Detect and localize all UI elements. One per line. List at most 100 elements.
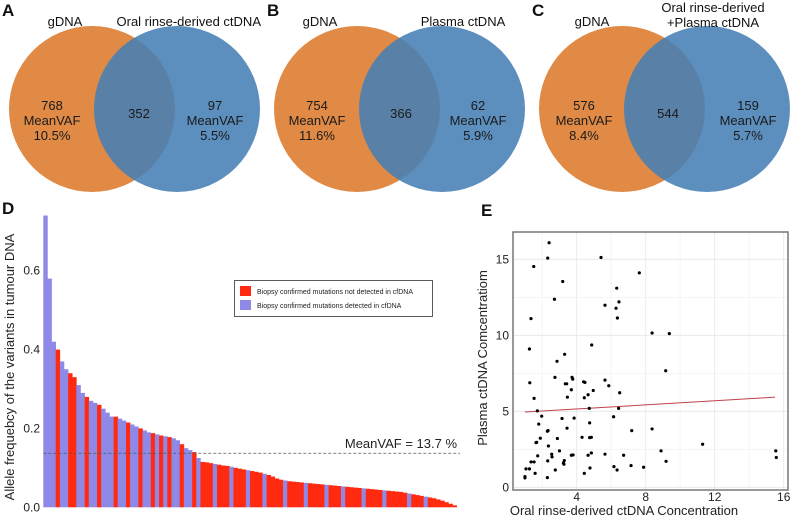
- scatter-point: [562, 458, 566, 463]
- bar-not-detected: [336, 486, 342, 508]
- legend-label-detected: Biopsy confirmed mutations detected in c…: [257, 303, 402, 310]
- bar-not-detected: [353, 487, 358, 508]
- venn-left-title: gDNA: [48, 14, 83, 29]
- bar-not-detected: [369, 489, 375, 508]
- bar-not-detected: [216, 464, 222, 508]
- bar-not-detected: [179, 444, 185, 508]
- scatter-point: [524, 467, 528, 471]
- bar-not-detected: [440, 500, 445, 508]
- venn-right-title-line2: +Plasma ctDNA: [667, 15, 759, 30]
- scatter-point: [561, 279, 565, 284]
- venn-left-count: 576: [573, 98, 595, 113]
- scatter-point: [589, 451, 593, 455]
- bar-not-detected: [299, 482, 305, 508]
- bar-detected: [130, 424, 135, 508]
- venn-right-metric: MeanVAF: [187, 113, 244, 128]
- bar-not-detected: [167, 437, 172, 508]
- bar-detected: [262, 473, 267, 508]
- bar-detected: [183, 448, 189, 508]
- scatter-point: [560, 416, 564, 421]
- scatter-point: [546, 256, 550, 260]
- bar-not-detected: [374, 489, 379, 508]
- y-tick-label: 10: [496, 328, 510, 342]
- bar-not-detected: [378, 489, 383, 508]
- scatter-point: [659, 449, 663, 453]
- venn-overlap-count: 544: [657, 106, 679, 121]
- bars: [43, 215, 457, 508]
- scatter-point: [565, 382, 569, 386]
- bar-detected: [163, 436, 168, 508]
- scatter-point: [582, 380, 586, 384]
- venn-left-metric: MeanVAF: [556, 113, 613, 128]
- scatter-point: [557, 449, 562, 453]
- scatter-point: [546, 459, 550, 463]
- scatter-point: [563, 352, 567, 356]
- scatter-point: [612, 415, 616, 419]
- scatter-point: [591, 388, 595, 393]
- scatter-point: [615, 468, 619, 472]
- x-tick-label: 16: [777, 490, 790, 504]
- scatter-point: [642, 465, 646, 469]
- bar-not-detected: [287, 481, 292, 508]
- venn-right-count: 97: [208, 98, 222, 113]
- y-axis-label: Allele frequebcy of the variants in tumo…: [2, 233, 17, 500]
- bar-not-detected: [291, 481, 296, 508]
- scatter-point: [555, 359, 559, 363]
- venn-right-value: 5.7%: [733, 128, 763, 143]
- y-tick-label: 5: [502, 404, 509, 418]
- bar-not-detected: [312, 483, 317, 508]
- plot-frame: [512, 231, 789, 491]
- scatter-point: [650, 331, 654, 335]
- bar-not-detected: [357, 487, 362, 508]
- venn-right-value: 5.9%: [463, 128, 493, 143]
- bar-not-detected: [419, 495, 424, 508]
- scatter-point: [523, 476, 527, 480]
- bar-not-detected: [266, 474, 271, 508]
- scatter-point: [553, 375, 557, 380]
- scatter-point: [588, 466, 592, 470]
- bar-not-detected: [415, 495, 420, 508]
- bar-detected: [340, 486, 346, 508]
- venn-left-count: 754: [306, 98, 328, 113]
- scatter-point: [603, 452, 607, 456]
- bar-not-detected: [150, 433, 156, 508]
- bar-not-detected: [411, 494, 416, 508]
- bar-not-detected: [398, 491, 404, 508]
- venn-panel-c: C gDNA Oral rinse-derived +Plasma ctDNA …: [532, 0, 790, 192]
- scatter-point: [630, 429, 634, 433]
- bar-detected: [134, 426, 139, 508]
- y-tick-label: 15: [496, 252, 510, 266]
- scatter-point: [603, 378, 607, 382]
- bar-not-detected: [241, 469, 247, 508]
- x-tick-label: 8: [642, 490, 649, 504]
- bar-not-detected: [345, 486, 350, 508]
- scatter-point: [545, 429, 549, 433]
- venn-left-value: 8.4%: [569, 128, 599, 143]
- bar-not-detected: [320, 484, 325, 508]
- bar-not-detected: [250, 471, 255, 508]
- bar-not-detected: [431, 498, 437, 508]
- scatter-point: [532, 264, 536, 269]
- bar-detected: [407, 493, 412, 508]
- bar-detected: [43, 215, 48, 508]
- bar-detected: [212, 463, 218, 508]
- bar-not-detected: [225, 465, 230, 508]
- venn-left-value: 11.6%: [299, 128, 335, 143]
- gridlines: [513, 232, 788, 490]
- mean-vaf-label: MeanVAF = 13.7 %: [345, 436, 458, 451]
- scatter-point: [590, 343, 594, 347]
- bar-not-detected: [237, 468, 243, 508]
- scatter-point: [580, 435, 584, 439]
- bar-not-detected: [200, 461, 205, 508]
- scatter-point: [629, 463, 633, 468]
- bar-detected: [423, 496, 429, 508]
- bar-not-detected: [448, 503, 453, 508]
- venn-panel-a: A gDNA Oral rinse-derived ctDNA 768 Mean…: [2, 1, 261, 192]
- scatter-point: [586, 393, 590, 397]
- bar-detected: [187, 450, 193, 508]
- bar-detected: [196, 458, 201, 508]
- panel-label-d: D: [2, 199, 14, 218]
- legend-swatch-not-detected: [240, 286, 251, 296]
- scatter-point: [664, 369, 668, 373]
- venn-circle-ctdna: [94, 26, 260, 192]
